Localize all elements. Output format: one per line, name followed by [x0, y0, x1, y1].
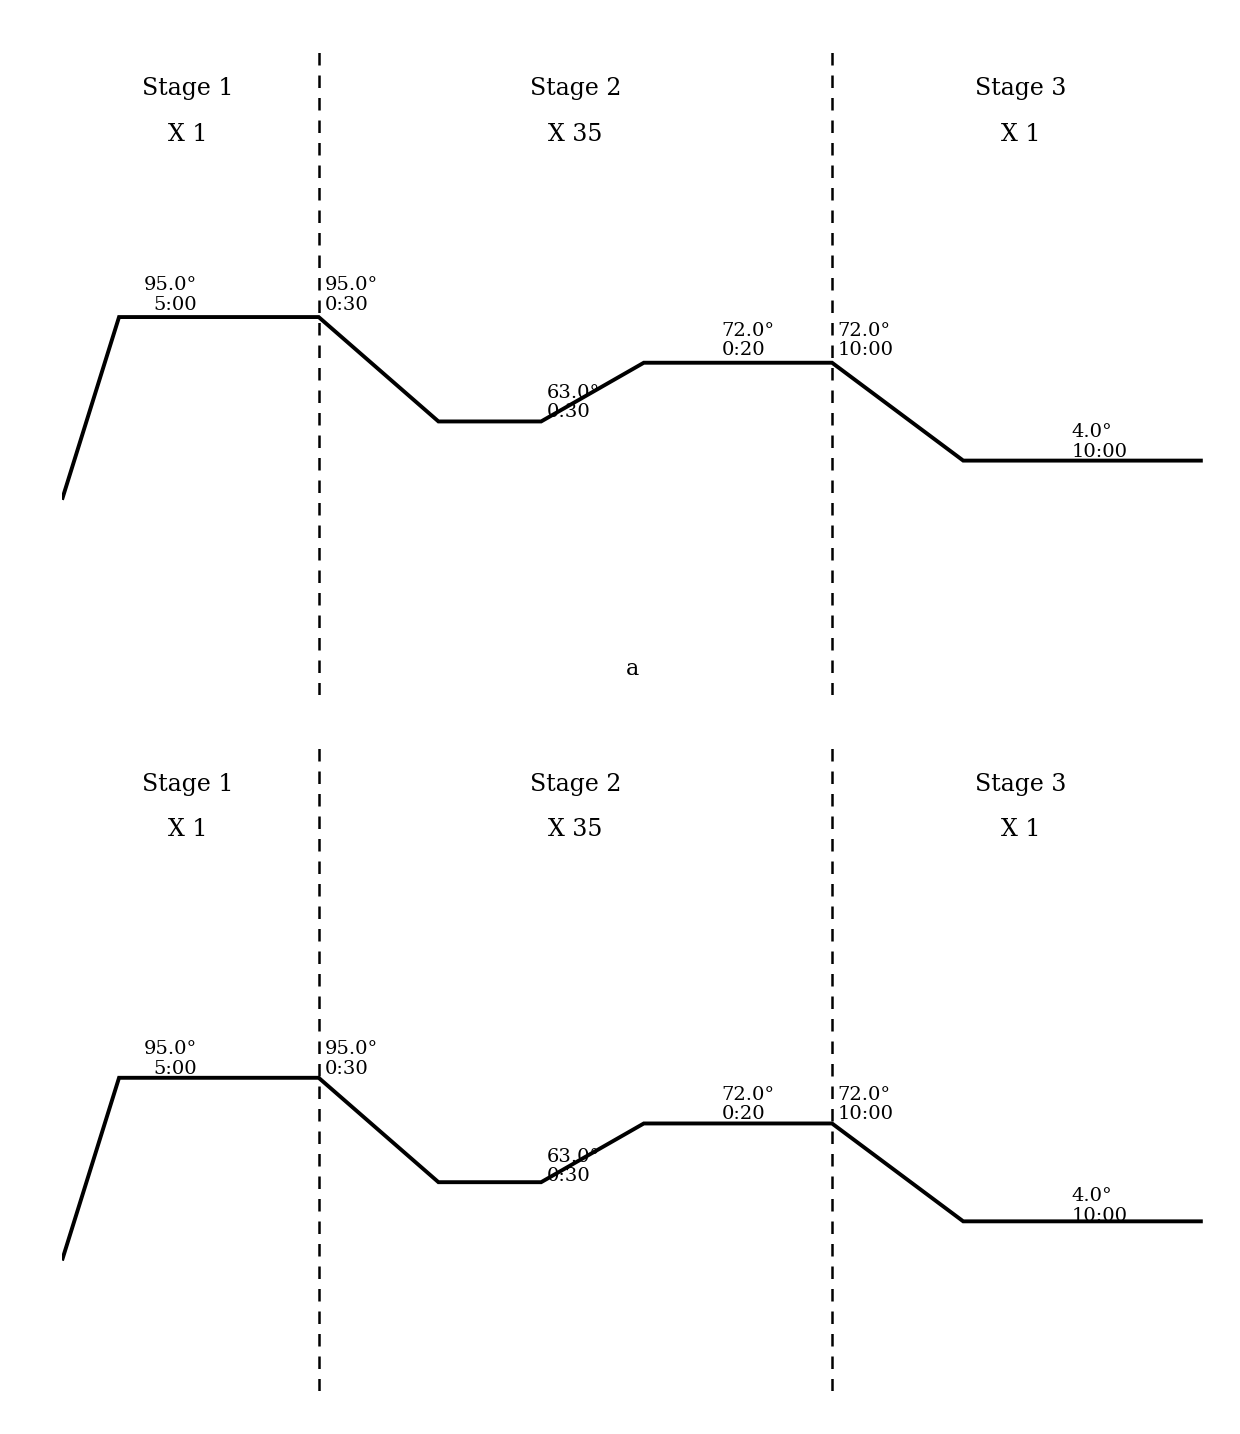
Text: Stage 2: Stage 2 — [529, 773, 621, 796]
Text: 0:20: 0:20 — [722, 1106, 765, 1123]
Text: 0:30: 0:30 — [547, 1167, 590, 1186]
Text: 72.0°: 72.0° — [838, 1086, 890, 1104]
Text: 10:00: 10:00 — [1071, 1206, 1127, 1225]
Text: 0:30: 0:30 — [547, 403, 590, 422]
Text: 95.0°: 95.0° — [144, 1040, 197, 1058]
Text: 10:00: 10:00 — [838, 341, 894, 360]
Text: Stage 3: Stage 3 — [975, 77, 1066, 100]
Text: X 1: X 1 — [1001, 123, 1040, 146]
Text: X 1: X 1 — [167, 819, 207, 842]
Text: 72.0°: 72.0° — [722, 1086, 775, 1104]
Text: Stage 1: Stage 1 — [141, 77, 233, 100]
Text: 5:00: 5:00 — [153, 1060, 197, 1078]
Text: 63.0°: 63.0° — [547, 384, 600, 402]
Text: Stage 2: Stage 2 — [529, 77, 621, 100]
Text: 95.0°: 95.0° — [325, 1040, 378, 1058]
Text: X 1: X 1 — [1001, 819, 1040, 842]
Text: 0:30: 0:30 — [325, 295, 368, 314]
Text: Stage 3: Stage 3 — [975, 773, 1066, 796]
Text: 72.0°: 72.0° — [838, 321, 890, 340]
Text: X 1: X 1 — [167, 123, 207, 146]
Text: 4.0°: 4.0° — [1071, 423, 1112, 442]
Text: X 35: X 35 — [548, 123, 603, 146]
Text: 0:30: 0:30 — [325, 1060, 368, 1078]
Text: X 35: X 35 — [548, 819, 603, 842]
Text: 5:00: 5:00 — [153, 295, 197, 314]
Text: 95.0°: 95.0° — [144, 277, 197, 294]
Text: 95.0°: 95.0° — [325, 277, 378, 294]
Text: 10:00: 10:00 — [1071, 443, 1127, 460]
Text: 0:20: 0:20 — [722, 341, 765, 360]
Text: 4.0°: 4.0° — [1071, 1187, 1112, 1205]
Text: 10:00: 10:00 — [838, 1106, 894, 1123]
Text: Stage 1: Stage 1 — [141, 773, 233, 796]
Text: 72.0°: 72.0° — [722, 321, 775, 340]
Text: a: a — [626, 658, 639, 680]
Text: 63.0°: 63.0° — [547, 1147, 600, 1166]
